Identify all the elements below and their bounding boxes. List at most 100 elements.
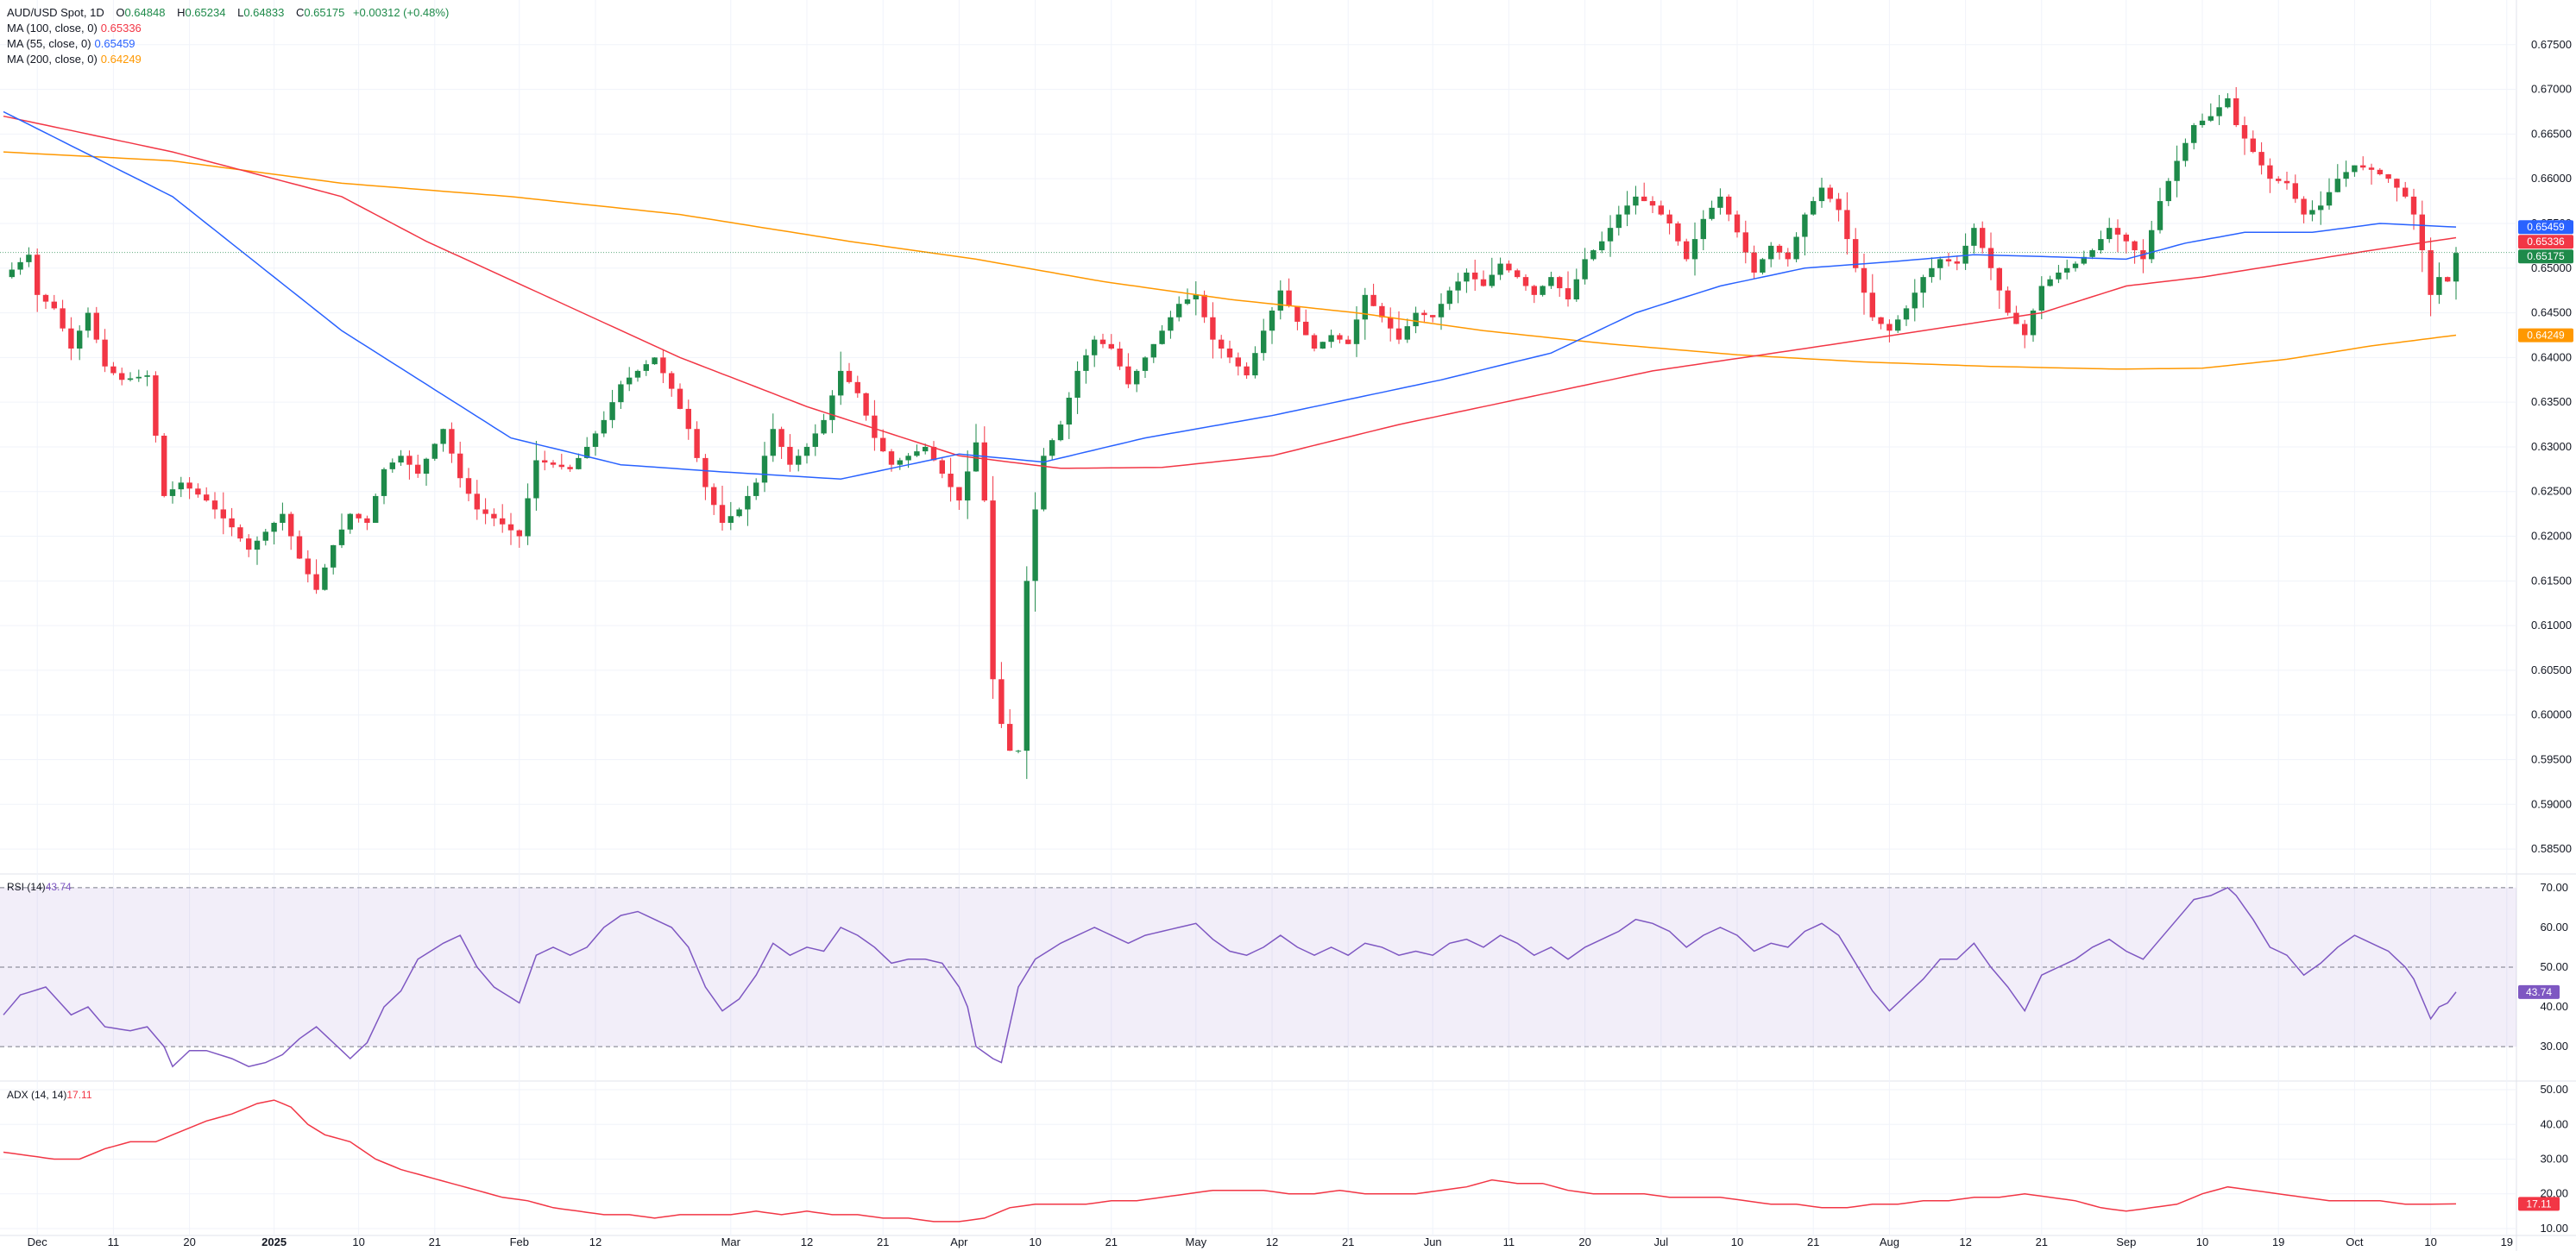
candle [846,362,853,384]
candle [93,306,99,343]
candle-body [1252,353,1258,376]
candle-body [1540,286,1546,295]
candle-body [1184,299,1191,305]
candle-body [465,478,472,494]
time-tick-label: Jul [1653,1235,1668,1248]
candle [1210,302,1216,359]
time-tick-label: 12 [1266,1235,1278,1248]
candle [567,464,573,472]
ma200-legend[interactable]: MA (200, close, 0) 0.64249 [7,52,142,67]
candle-body [1827,187,1833,199]
candle [102,329,108,373]
candle [415,455,421,478]
candle [1032,492,1038,612]
ma100-legend[interactable]: MA (100, close, 0) 0.65336 [7,21,142,36]
candle [449,422,455,463]
candle [854,375,860,399]
candle [1869,273,1875,322]
candle-body [1565,288,1571,300]
candle-body [1328,335,1334,343]
rsi-tick-label: 30.00 [2540,1040,2568,1053]
candle [1015,750,1022,754]
candle-body [1666,214,1672,223]
candle [465,468,472,502]
candle [474,480,480,520]
candle-body [2258,152,2264,166]
rsi-line [3,886,2457,1068]
candle-body [1244,366,1250,376]
candle-body [356,513,362,519]
candle [1150,343,1156,363]
candle [1319,341,1326,349]
candle [507,512,514,545]
candle [1193,281,1199,316]
candle [1607,215,1614,257]
candle-body [237,527,243,539]
rsi-tick-label: 50.00 [2540,960,2568,973]
time-tick-label: Dec [28,1235,48,1248]
candle [338,513,345,549]
axis-price-tag: 0.65175 [2518,249,2573,264]
candle [2216,95,2222,125]
adx-tick-label: 20.00 [2540,1187,2568,1200]
candle-body [1954,261,1960,264]
price-tick-label: 0.66000 [2531,172,2572,185]
candle [1049,438,1055,460]
candle-body [186,482,192,489]
rsi-legend[interactable]: RSI (14)43.74 [7,881,72,893]
candle-body [1388,317,1394,329]
candle-body [787,446,793,465]
candle [1464,268,1470,293]
candle [1658,200,1664,216]
candle-body [2225,97,2231,108]
candle [1337,333,1343,344]
candle-body [313,574,319,590]
candle [2132,240,2138,264]
candle-body [956,487,962,501]
candle [1421,310,1427,324]
axis-price-tag-text: 0.65175 [2527,250,2565,262]
candle-body [2123,234,2129,242]
candle [2225,93,2231,109]
rsi-value-tag-bg [2518,984,2560,999]
candle [406,450,413,480]
ma55-legend[interactable]: MA (55, close, 0) 0.65459 [7,36,135,52]
candle-body [1455,281,1461,291]
candle [1649,196,1656,214]
candle-body [1497,263,1503,275]
candle-body [246,538,252,550]
candle [965,450,971,519]
candle-body [1413,312,1419,327]
candle [1802,212,1808,256]
candle-body [1515,270,1521,278]
candle-body [288,513,294,537]
candle-body [838,370,844,396]
candle [2343,160,2349,187]
candle-body [1684,241,1690,260]
candle-body [1353,319,1360,344]
adx-legend[interactable]: ADX (14, 14)17.11 [7,1089,92,1101]
candle [1895,315,1901,333]
candle-body [2377,169,2383,174]
candle [1142,356,1149,378]
candle [2292,174,2298,204]
rsi-label: RSI (14) [7,881,46,893]
candle [1700,210,1706,251]
candle-body [1117,349,1123,367]
candle-body [2107,228,2113,240]
axis-price-tag-text: 0.65336 [2527,236,2565,248]
axis-price-tag-text: 0.64249 [2527,330,2565,342]
candle [1971,223,1977,254]
candle-body [592,433,599,447]
symbol-title[interactable]: AUD/USD Spot, 1D [7,6,104,19]
candle [9,262,15,279]
candle-body [1092,339,1098,355]
candle-body [2149,229,2155,260]
candle [1709,200,1715,221]
candle [1540,285,1546,297]
candle-body [923,446,929,452]
candle-body [1379,305,1385,317]
candle-body [1996,267,2002,291]
candle [1252,346,1258,379]
